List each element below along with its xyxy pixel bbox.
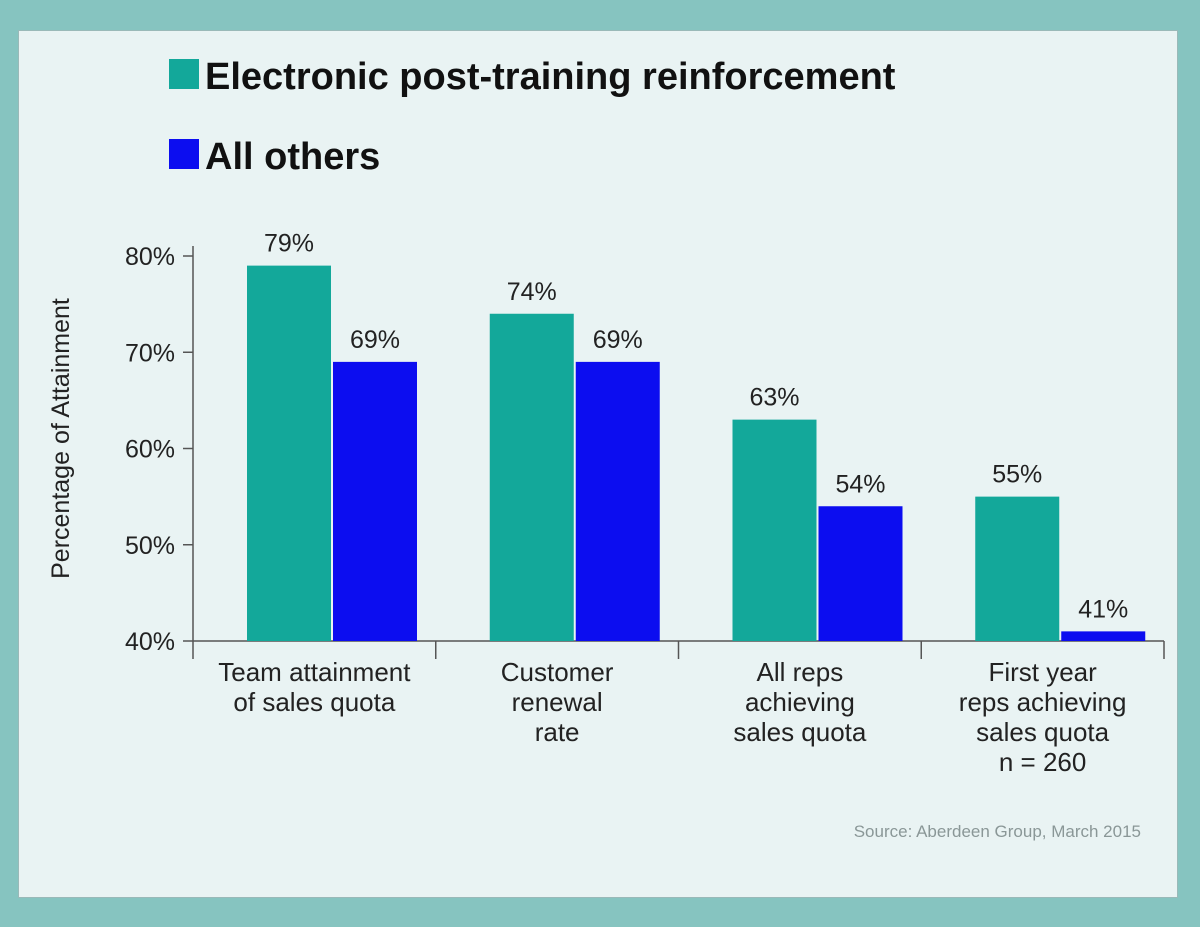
- bar-value-label: 69%: [593, 326, 643, 354]
- x-category-label: First year: [988, 657, 1097, 687]
- x-category-label: renewal: [512, 687, 603, 717]
- y-tick-label: 60%: [125, 436, 175, 464]
- y-tick-label: 70%: [125, 339, 175, 367]
- bar-value-label: 54%: [835, 470, 885, 498]
- x-category-label: of sales quota: [233, 687, 395, 717]
- bar-chart: Electronic post-training reinforcement Al…: [47, 56, 1165, 841]
- bar-value-label: 69%: [350, 326, 400, 354]
- legend-swatch-2: [169, 139, 199, 169]
- bar-value-label: 74%: [507, 278, 557, 306]
- bar-1-1: [247, 265, 331, 641]
- bar-1-4: [975, 496, 1060, 641]
- x-category-label: All reps: [757, 657, 844, 687]
- x-category-label: Team attainment: [218, 657, 411, 687]
- bar-2-3: [818, 506, 903, 641]
- y-tick-label: 80%: [125, 243, 175, 271]
- x-category-label: sales quota: [976, 717, 1110, 747]
- x-category-label: sales quota: [733, 717, 867, 747]
- y-axis-title: Percentage of Attainment: [47, 298, 75, 579]
- bar-2-4: [1061, 631, 1146, 641]
- x-category-label: reps achieving: [959, 687, 1127, 717]
- bar-1-2: [489, 313, 574, 641]
- x-category-label: rate: [535, 717, 580, 747]
- bar-value-label: 63%: [749, 384, 799, 412]
- bar-2-2: [575, 361, 660, 641]
- legend-swatch-1: [169, 59, 199, 89]
- x-category-label: n = 260: [999, 747, 1086, 777]
- bar-2-1: [333, 361, 417, 641]
- y-tick-label: 40%: [125, 628, 175, 656]
- x-category-label: achieving: [745, 687, 855, 717]
- bar-value-label: 41%: [1078, 595, 1128, 623]
- bar-value-label: 55%: [992, 461, 1042, 489]
- bar-value-label: 79%: [264, 230, 314, 258]
- y-tick-label: 50%: [125, 532, 175, 560]
- source-note: Source: Aberdeen Group, March 2015: [854, 822, 1141, 841]
- bar-1-3: [732, 419, 817, 641]
- legend-label-1: Electronic post-training reinforcement: [205, 56, 896, 98]
- chart-panel: Electronic post-training reinforcement Al…: [18, 30, 1178, 898]
- x-category-label: Customer: [501, 657, 614, 687]
- legend-label-2: All others: [205, 136, 380, 178]
